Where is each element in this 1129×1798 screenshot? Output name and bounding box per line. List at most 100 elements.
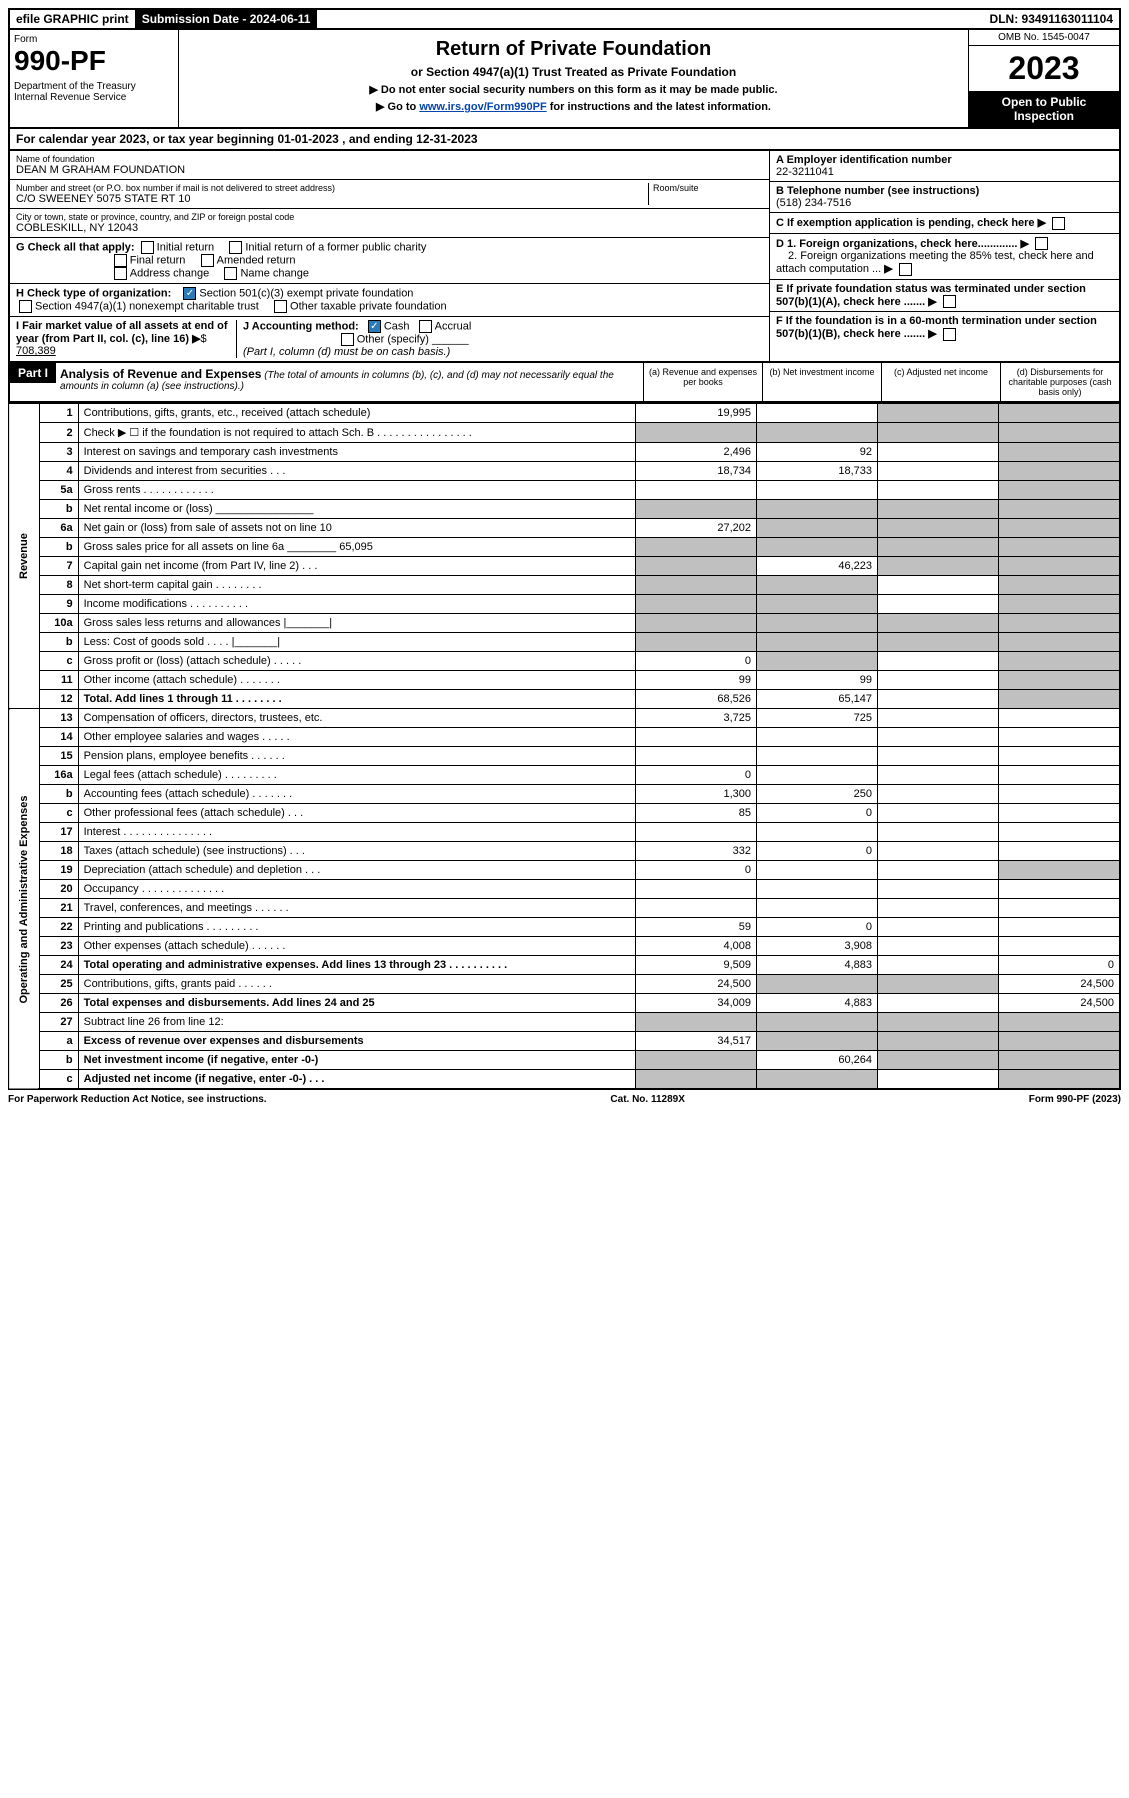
table-row: bLess: Cost of goods sold . . . . |_____… xyxy=(9,633,1120,652)
initial-return-checkbox[interactable] xyxy=(141,241,154,254)
cell-value: 0 xyxy=(999,956,1121,975)
table-row: 5aGross rents . . . . . . . . . . . . xyxy=(9,481,1120,500)
line-description: Accounting fees (attach schedule) . . . … xyxy=(78,785,635,804)
line-number: 13 xyxy=(39,709,78,728)
d1-label: D 1. Foreign organizations, check here..… xyxy=(776,238,1017,250)
cell-value: 65,147 xyxy=(757,690,878,709)
cell-value xyxy=(757,823,878,842)
cell-value: 0 xyxy=(757,918,878,937)
addr-label: Number and street (or P.O. box number if… xyxy=(16,183,648,193)
accrual-checkbox[interactable] xyxy=(419,320,432,333)
line-number: 4 xyxy=(39,462,78,481)
name-change-checkbox[interactable] xyxy=(224,267,237,280)
cell-value xyxy=(878,842,999,861)
footer-center: Cat. No. 11289X xyxy=(610,1094,684,1105)
d2-label: 2. Foreign organizations meeting the 85%… xyxy=(776,250,1094,275)
table-row: bNet rental income or (loss) ___________… xyxy=(9,500,1120,519)
line-description: Total operating and administrative expen… xyxy=(78,956,635,975)
line-number: 19 xyxy=(39,861,78,880)
initial-return-public-checkbox[interactable] xyxy=(229,241,242,254)
cell-value xyxy=(757,728,878,747)
efile-label: efile GRAPHIC print xyxy=(10,10,136,28)
cell-value: 99 xyxy=(757,671,878,690)
cell-value xyxy=(878,918,999,937)
department: Department of the Treasury Internal Reve… xyxy=(14,81,174,103)
top-bar: efile GRAPHIC print Submission Date - 20… xyxy=(8,8,1121,30)
amended-return-checkbox[interactable] xyxy=(201,254,214,267)
form-instructions-link[interactable]: www.irs.gov/Form990PF xyxy=(419,101,546,113)
line-description: Net short-term capital gain . . . . . . … xyxy=(78,576,635,595)
cell-value: 18,733 xyxy=(757,462,878,481)
line-number: b xyxy=(39,633,78,652)
calendar-year-row: For calendar year 2023, or tax year begi… xyxy=(8,129,1121,151)
cell-value xyxy=(878,728,999,747)
cell-value xyxy=(878,576,999,595)
cell-value xyxy=(878,443,999,462)
line-number: 27 xyxy=(39,1013,78,1032)
line-description: Travel, conferences, and meetings . . . … xyxy=(78,899,635,918)
line-description: Other professional fees (attach schedule… xyxy=(78,804,635,823)
cell-value xyxy=(999,766,1121,785)
cell-value xyxy=(878,899,999,918)
cell-value xyxy=(757,1070,878,1090)
other-taxable-checkbox[interactable] xyxy=(274,300,287,313)
form-word: Form xyxy=(14,34,174,45)
foreign-org-checkbox[interactable] xyxy=(1035,237,1048,250)
line-description: Taxes (attach schedule) (see instruction… xyxy=(78,842,635,861)
line-number: 21 xyxy=(39,899,78,918)
address-change-checkbox[interactable] xyxy=(114,267,127,280)
ein-value: 22-3211041 xyxy=(776,166,834,178)
cell-value xyxy=(636,728,757,747)
cell-value: 1,300 xyxy=(636,785,757,804)
60-month-checkbox[interactable] xyxy=(943,328,956,341)
cell-value: 99 xyxy=(636,671,757,690)
status-terminated-checkbox[interactable] xyxy=(943,295,956,308)
cell-value xyxy=(999,804,1121,823)
line-number: 18 xyxy=(39,842,78,861)
line-description: Excess of revenue over expenses and disb… xyxy=(78,1032,635,1051)
final-return-checkbox[interactable] xyxy=(114,254,127,267)
4947-checkbox[interactable] xyxy=(19,300,32,313)
line-number: 9 xyxy=(39,595,78,614)
cell-value: 18,734 xyxy=(636,462,757,481)
line-description: Capital gain net income (from Part IV, l… xyxy=(78,557,635,576)
line-number: 3 xyxy=(39,443,78,462)
cell-value: 34,517 xyxy=(636,1032,757,1051)
cell-value: 0 xyxy=(757,804,878,823)
line-description: Gross profit or (loss) (attach schedule)… xyxy=(78,652,635,671)
exemption-pending-checkbox[interactable] xyxy=(1052,217,1065,230)
cell-value xyxy=(999,481,1121,500)
cell-value xyxy=(757,538,878,557)
foreign-85-checkbox[interactable] xyxy=(899,263,912,276)
cell-value xyxy=(999,709,1121,728)
table-row: 18Taxes (attach schedule) (see instructi… xyxy=(9,842,1120,861)
line-description: Subtract line 26 from line 12: xyxy=(78,1013,635,1032)
table-row: 2Check ▶ ☐ if the foundation is not requ… xyxy=(9,423,1120,443)
cell-value xyxy=(878,1032,999,1051)
h-label: H Check type of organization: xyxy=(16,287,171,299)
table-row: 7Capital gain net income (from Part IV, … xyxy=(9,557,1120,576)
phone-value: (518) 234-7516 xyxy=(776,197,851,209)
form-header: Form 990-PF Department of the Treasury I… xyxy=(8,30,1121,129)
notice-goto-post: for instructions and the latest informat… xyxy=(550,101,771,113)
f-label: F If the foundation is in a 60-month ter… xyxy=(776,315,1097,340)
cell-value: 0 xyxy=(636,766,757,785)
cash-checkbox[interactable] xyxy=(368,320,381,333)
cell-value xyxy=(757,404,878,423)
line-description: Gross sales price for all assets on line… xyxy=(78,538,635,557)
other-method-checkbox[interactable] xyxy=(341,333,354,346)
table-row: 20Occupancy . . . . . . . . . . . . . . xyxy=(9,880,1120,899)
cell-value xyxy=(636,481,757,500)
line-description: Total expenses and disbursements. Add li… xyxy=(78,994,635,1013)
line-description: Check ▶ ☐ if the foundation is not requi… xyxy=(78,423,635,443)
cell-value xyxy=(999,538,1121,557)
line-description: Other income (attach schedule) . . . . .… xyxy=(78,671,635,690)
table-row: bGross sales price for all assets on lin… xyxy=(9,538,1120,557)
ein-label: A Employer identification number xyxy=(776,154,952,166)
501c3-checkbox[interactable] xyxy=(183,287,196,300)
cell-value: 3,908 xyxy=(757,937,878,956)
table-row: 26Total expenses and disbursements. Add … xyxy=(9,994,1120,1013)
cell-value xyxy=(999,652,1121,671)
table-row: 4Dividends and interest from securities … xyxy=(9,462,1120,481)
table-row: 8Net short-term capital gain . . . . . .… xyxy=(9,576,1120,595)
